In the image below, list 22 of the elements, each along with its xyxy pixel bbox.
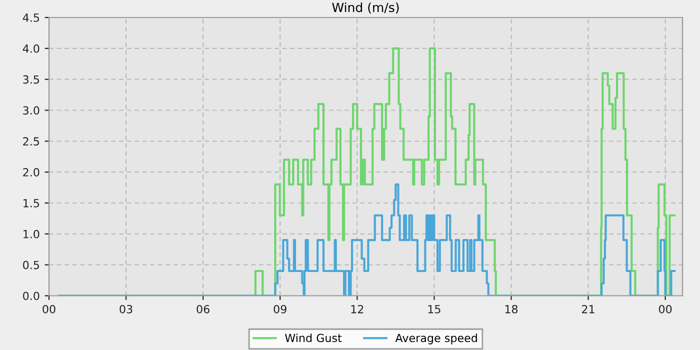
legend-label: Average speed xyxy=(395,334,477,344)
chart-title: Wind (m/s) xyxy=(332,2,399,14)
x-tick-label: 18 xyxy=(505,304,518,314)
y-tick-label: 2.5 xyxy=(23,137,39,146)
x-tick-label: 09 xyxy=(274,304,286,314)
y-tick-label: 2.0 xyxy=(23,168,40,176)
x-tick-label: 03 xyxy=(120,304,132,314)
x-tick-label: 00 xyxy=(658,304,672,314)
y-tick-label: 3.5 xyxy=(23,75,39,84)
y-tick-label: 3.0 xyxy=(23,106,40,115)
x-tick-label: 21 xyxy=(582,304,594,314)
y-tick-label: 4.0 xyxy=(22,44,40,53)
y-tick-label: 1.5 xyxy=(24,199,39,208)
y-tick-label: 4.5 xyxy=(22,14,39,22)
y-tick-label: 1.0 xyxy=(24,230,40,238)
x-tick-label: 00 xyxy=(42,304,56,314)
x-tick-label: 15 xyxy=(428,305,440,314)
x-tick-label: 06 xyxy=(196,304,210,314)
y-tick-label: 0.0 xyxy=(23,292,40,300)
x-tick-label: 12 xyxy=(351,304,364,314)
y-tick-label: 0.5 xyxy=(23,260,39,270)
legend-label: Wind Gust xyxy=(285,334,342,342)
